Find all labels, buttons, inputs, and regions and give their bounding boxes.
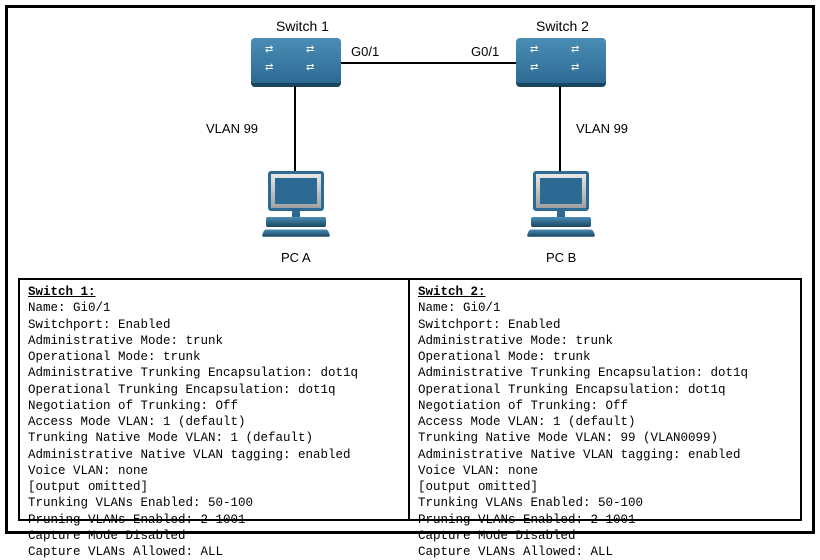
pc-b-icon <box>526 171 596 241</box>
config-line: Administrative Trunking Encapsulation: d… <box>28 365 400 381</box>
config-line: Access Mode VLAN: 1 (default) <box>418 414 792 430</box>
config-line: Capture VLANs Allowed: ALL <box>418 544 792 560</box>
config-line: Administrative Native VLAN tagging: enab… <box>28 447 400 463</box>
vlan99-left: VLAN 99 <box>206 121 258 136</box>
config-line: Negotiation of Trunking: Off <box>418 398 792 414</box>
switch2-icon: ⇄ ⇄ ⇄ ⇄ <box>516 38 606 83</box>
config-line: Name: Gi0/1 <box>28 300 400 316</box>
switch1-config-title: Switch 1: <box>28 284 400 300</box>
config-line: Operational Mode: trunk <box>28 349 400 365</box>
config-line: Access Mode VLAN: 1 (default) <box>28 414 400 430</box>
network-diagram: Switch 1 Switch 2 ⇄ ⇄ ⇄ ⇄ ⇄ ⇄ ⇄ ⇄ G0/1 G… <box>16 16 804 276</box>
link-sw2-pcb <box>559 86 561 171</box>
port-label-left: G0/1 <box>351 44 379 59</box>
config-line: Name: Gi0/1 <box>418 300 792 316</box>
pc-a-icon <box>261 171 331 241</box>
config-line: Administrative Mode: trunk <box>28 333 400 349</box>
config-line: Trunking VLANs Enabled: 50-100 <box>418 495 792 511</box>
config-line: Administrative Trunking Encapsulation: d… <box>418 365 792 381</box>
switch1-icon: ⇄ ⇄ ⇄ ⇄ <box>251 38 341 83</box>
outer-border: Switch 1 Switch 2 ⇄ ⇄ ⇄ ⇄ ⇄ ⇄ ⇄ ⇄ G0/1 G… <box>5 5 815 534</box>
config-line: Voice VLAN: none <box>418 463 792 479</box>
config-line: Voice VLAN: none <box>28 463 400 479</box>
config-line: Pruning VLANs Enabled: 2-1001 <box>418 512 792 528</box>
switch2-config-column: Switch 2: Name: Gi0/1Switchport: Enabled… <box>410 280 800 519</box>
trunk-link <box>341 62 516 64</box>
config-line: Switchport: Enabled <box>418 317 792 333</box>
config-line: Operational Mode: trunk <box>418 349 792 365</box>
config-line: Capture Mode Disabled <box>418 528 792 544</box>
link-sw1-pca <box>294 86 296 171</box>
switch2-label: Switch 2 <box>536 18 589 34</box>
config-line: Capture VLANs Allowed: ALL <box>28 544 400 560</box>
pc-a-label: PC A <box>281 250 311 265</box>
config-output-table: Switch 1: Name: Gi0/1Switchport: Enabled… <box>18 278 802 521</box>
config-line: Operational Trunking Encapsulation: dot1… <box>418 382 792 398</box>
config-line: Administrative Native VLAN tagging: enab… <box>418 447 792 463</box>
config-line: Administrative Mode: trunk <box>418 333 792 349</box>
switch2-config-title: Switch 2: <box>418 284 792 300</box>
pc-b-label: PC B <box>546 250 576 265</box>
config-line: [output omitted] <box>418 479 792 495</box>
switch1-config-column: Switch 1: Name: Gi0/1Switchport: Enabled… <box>20 280 410 519</box>
config-line: Trunking Native Mode VLAN: 1 (default) <box>28 430 400 446</box>
config-line: Capture Mode Disabled <box>28 528 400 544</box>
config-line: [output omitted] <box>28 479 400 495</box>
config-line: Operational Trunking Encapsulation: dot1… <box>28 382 400 398</box>
switch2-config-body: Name: Gi0/1Switchport: EnabledAdministra… <box>418 300 792 560</box>
config-line: Trunking VLANs Enabled: 50-100 <box>28 495 400 511</box>
switch1-config-body: Name: Gi0/1Switchport: EnabledAdministra… <box>28 300 400 560</box>
config-line: Negotiation of Trunking: Off <box>28 398 400 414</box>
switch1-label: Switch 1 <box>276 18 329 34</box>
config-line: Pruning VLANs Enabled: 2-1001 <box>28 512 400 528</box>
config-line: Trunking Native Mode VLAN: 99 (VLAN0099) <box>418 430 792 446</box>
config-line: Switchport: Enabled <box>28 317 400 333</box>
vlan99-right: VLAN 99 <box>576 121 628 136</box>
port-label-right: G0/1 <box>471 44 499 59</box>
